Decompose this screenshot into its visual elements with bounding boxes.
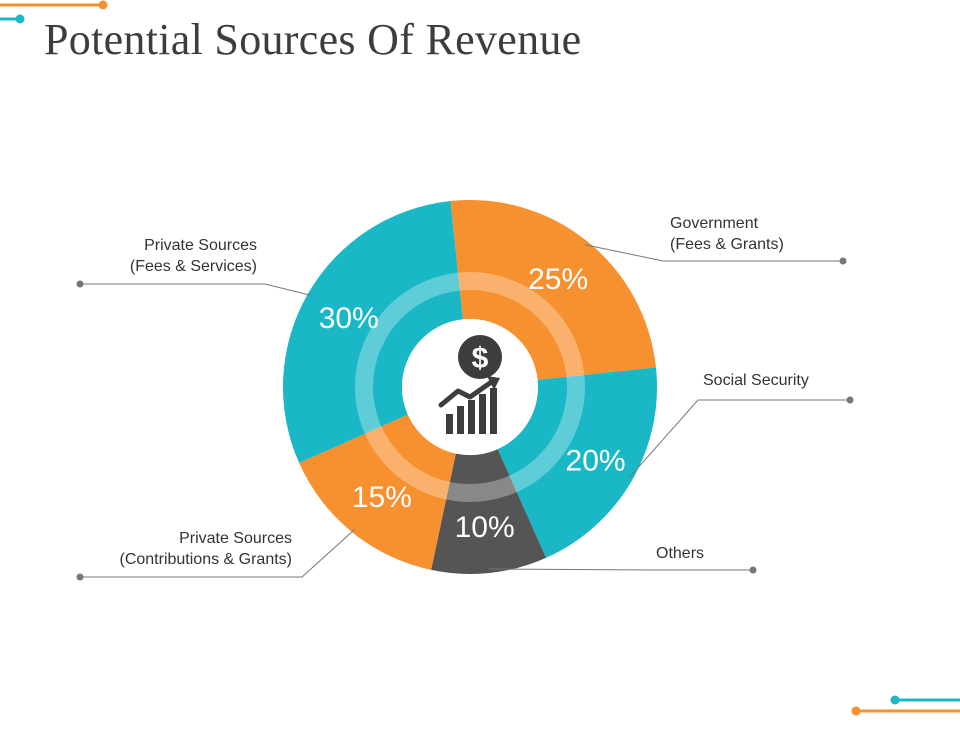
- leader-dot: [76, 573, 84, 581]
- donut-slice: [299, 414, 456, 570]
- callout-line: Social Security: [703, 372, 809, 389]
- leader-line: [628, 399, 850, 479]
- slice-percent-label: 25%: [528, 263, 588, 296]
- callout-line: Government: [670, 215, 759, 232]
- dollar-symbol: $: [472, 342, 489, 375]
- callout-line: (Fees & Services): [129, 258, 257, 275]
- growth-bar: [468, 400, 475, 434]
- callout-line: (Contributions & Grants): [119, 551, 292, 568]
- center-disc: [402, 319, 538, 455]
- callout-line: Private Sources: [144, 237, 257, 254]
- slice-percent-label: 20%: [566, 445, 626, 478]
- growth-bar: [490, 388, 497, 434]
- slice-callout-label: Social Security: [703, 370, 809, 391]
- growth-arrow-icon: [438, 380, 493, 408]
- slice-callout-label: Private Sources (Contributions & Grants): [119, 528, 292, 570]
- corner-accent-top-left: [0, 0, 108, 24]
- leader-dot: [749, 566, 757, 574]
- corner-accent-bottom-right: [851, 695, 960, 716]
- slice-callout-label: Government (Fees & Grants): [670, 213, 784, 255]
- leader-dot: [846, 396, 854, 404]
- leader-line: [489, 568, 753, 571]
- slice-percent-label: 15%: [352, 481, 412, 514]
- donut-slice: [431, 449, 547, 574]
- arrowhead-icon: [487, 376, 500, 390]
- slice-percent-label: 30%: [319, 302, 379, 335]
- growth-bar: [446, 414, 453, 434]
- page-title: Potential Sources Of Revenue: [44, 15, 582, 64]
- coin-icon: [458, 335, 502, 379]
- slice-percent-label: 10%: [455, 511, 515, 544]
- callout-line: (Fees & Grants): [670, 236, 784, 253]
- slice-callout-label: Others: [656, 543, 704, 564]
- leader-line: [80, 528, 356, 578]
- inner-highlight-ring: [355, 272, 585, 502]
- donut-slice: [497, 367, 657, 558]
- callout-line: Others: [656, 545, 705, 562]
- leader-dot: [839, 257, 847, 265]
- donut-slice: [283, 201, 463, 464]
- dollar-growth-chart-icon: $: [438, 335, 502, 434]
- slice-callout-label: Private Sources (Fees & Services): [130, 235, 257, 277]
- growth-bars-icon: [446, 388, 497, 434]
- leader-line: [80, 283, 312, 296]
- leader-line: [585, 244, 843, 262]
- growth-bar: [457, 406, 464, 434]
- callout-line: Private Sources: [179, 530, 292, 547]
- growth-bar: [479, 394, 486, 434]
- donut-slice: [450, 199, 656, 380]
- leader-dot: [76, 280, 84, 288]
